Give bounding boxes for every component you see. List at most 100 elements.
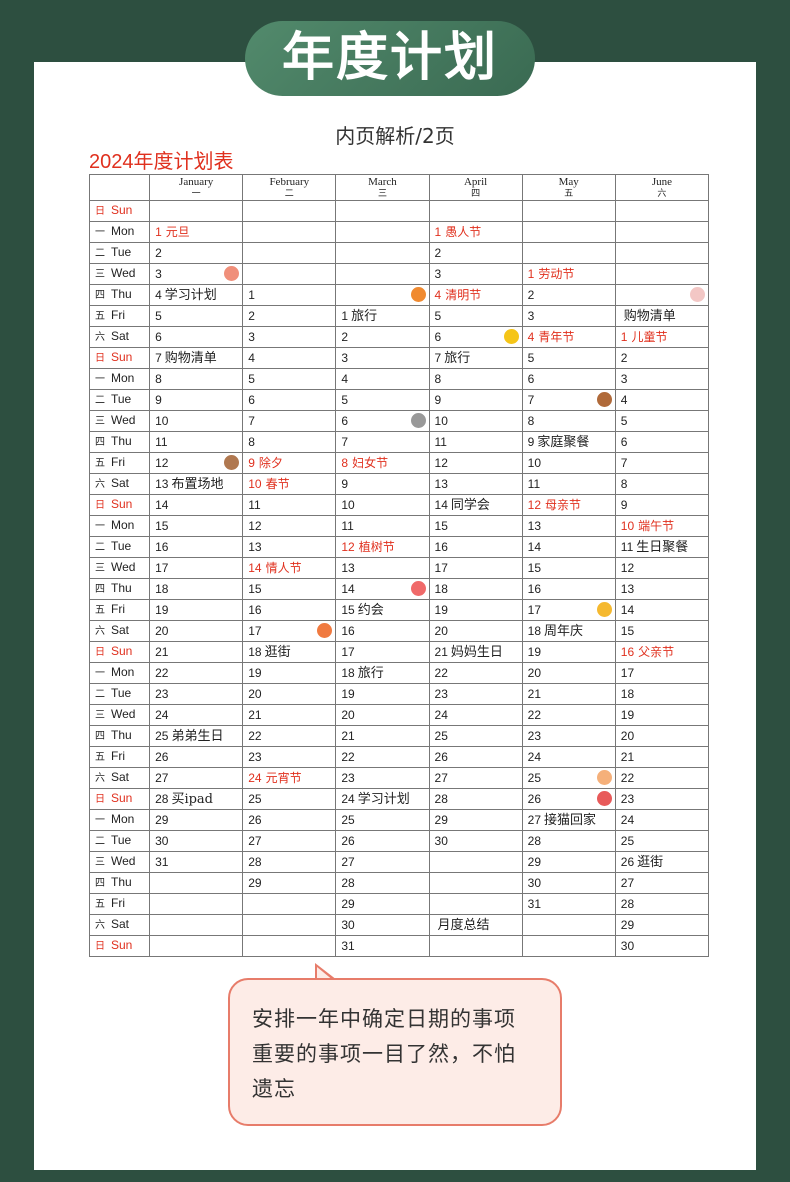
event-note: 旅行 [444, 350, 471, 366]
day-cell [335, 200, 430, 222]
cat-icon [596, 770, 612, 785]
day-cell: 1 愚人节 [428, 221, 523, 243]
weekday-en: Mon [111, 665, 135, 679]
day-cell: 购物清单 [614, 305, 710, 327]
day-number: 29 [155, 813, 169, 827]
day-cell: 17 [428, 557, 523, 579]
day-cell: 8 [149, 368, 244, 390]
day-cell: 6 [149, 326, 244, 348]
weekday-en: Sat [111, 329, 130, 343]
banner-title: 年度计划 [245, 21, 535, 96]
day-cell: 21 [614, 746, 710, 768]
table-row: 四 Thu 18 15 14 18 16 13 [88, 578, 710, 600]
day-number: 26 [527, 792, 542, 806]
day-number: 24 [620, 813, 635, 827]
table-row: 六 Sat 27 24 元宵节 23 27 25 22 [88, 767, 710, 789]
day-number: 2 [527, 288, 535, 302]
day-number: 31 [527, 897, 542, 911]
day-cell: 28 [521, 830, 616, 852]
table-row: 五 Fri 26 23 22 26 24 21 [88, 746, 710, 768]
table-row: 三 Wed 3 3 1 劳动节 [88, 263, 710, 285]
day-number: 21 [527, 687, 542, 701]
weekday-cell: 一 Mon [88, 221, 151, 243]
day-number: 5 [434, 309, 442, 323]
weekday-cn: 日 [95, 353, 105, 364]
feature-callout: 安排一年中确定日期的事项 重要的事项一目了然，不怕 遗忘 [228, 978, 562, 1126]
day-number: 10 [434, 414, 448, 428]
holiday-label: 儿童节 [631, 330, 668, 344]
day-number: 2 [434, 246, 442, 260]
weekday-cn: 三 [95, 269, 105, 280]
day-cell: 6 [242, 389, 337, 411]
table-row: 一 Mon 29 26 25 29 27 接猫回家 24 [88, 809, 710, 831]
day-cell [335, 221, 430, 243]
weekday-cell: 二 Tue [88, 389, 151, 411]
day-number: 28 [434, 792, 448, 806]
weekday-en: Sun [111, 350, 133, 364]
day-number: 9 [341, 477, 349, 491]
day-cell: 15 约会 [335, 599, 430, 621]
month-name: April [463, 175, 488, 188]
day-cell: 28 [614, 893, 710, 915]
love-heart-icon [410, 581, 426, 596]
day-number: 22 [155, 666, 169, 680]
weekday-en: Thu [111, 287, 132, 301]
day-number: 25 [248, 792, 262, 806]
table-row: 一 Mon 8 5 4 8 6 3 [88, 368, 710, 390]
weekday-cell: 三 Wed [88, 410, 151, 432]
day-cell: 28 [242, 851, 337, 873]
month-name: June [651, 175, 672, 188]
day-cell: 5 [428, 305, 523, 327]
callout-tail-fill [317, 967, 334, 981]
day-number: 29 [434, 813, 448, 827]
day-number: 20 [527, 666, 542, 680]
day-cell: 26 [521, 788, 616, 810]
day-cell: 30 [614, 935, 710, 957]
day-number: 16 [155, 540, 169, 554]
day-number: 1 [620, 330, 628, 344]
weekday-en: Sun [111, 497, 133, 511]
day-cell [242, 200, 337, 222]
day-number: 23 [527, 729, 542, 743]
weekday-cell: 二 Tue [88, 242, 151, 264]
day-cell: 21 [335, 725, 430, 747]
day-number: 18 [527, 623, 542, 638]
day-number: 17 [248, 624, 262, 638]
weekday-cn: 二 [95, 689, 105, 700]
day-number: 14 [155, 498, 169, 512]
table-row: 一 Mon 1 元旦 1 愚人节 [88, 221, 710, 243]
day-number: 6 [248, 393, 255, 407]
day-cell: 12 母亲节 [521, 494, 616, 516]
day-cell: 15 [614, 620, 710, 642]
day-number: 8 [527, 414, 535, 428]
day-number: 21 [620, 750, 635, 764]
day-cell: 7 [521, 389, 616, 411]
day-cell: 27 [428, 767, 523, 789]
day-cell: 4 [242, 347, 337, 369]
day-cell: 5 [149, 305, 244, 327]
day-number: 31 [155, 855, 169, 869]
day-number: 28 [527, 834, 542, 848]
day-number: 2 [620, 351, 628, 365]
day-cell [614, 263, 710, 285]
weekday-en: Mon [111, 812, 135, 826]
weekday-en: Mon [111, 518, 135, 532]
day-number: 20 [434, 624, 448, 638]
day-cell [335, 284, 430, 306]
day-number: 9 [248, 456, 255, 470]
day-cell: 3 [242, 326, 337, 348]
event-note: 约会 [357, 602, 384, 618]
day-cell [614, 200, 710, 222]
holiday-label: 劳动节 [538, 267, 575, 281]
day-number: 9 [620, 498, 628, 512]
day-number: 10 [620, 519, 635, 533]
day-cell: 11 生日聚餐 [614, 536, 710, 558]
day-number: 21 [248, 708, 262, 722]
day-cell: 6 [614, 431, 710, 453]
weekday-cell: 六 Sat [88, 326, 151, 348]
day-cell: 7 [614, 452, 710, 474]
weekday-cell: 六 Sat [88, 473, 151, 495]
weekday-cn: 四 [95, 437, 105, 448]
day-number: 15 [155, 519, 169, 533]
weekday-cell: 五 Fri [88, 452, 151, 474]
